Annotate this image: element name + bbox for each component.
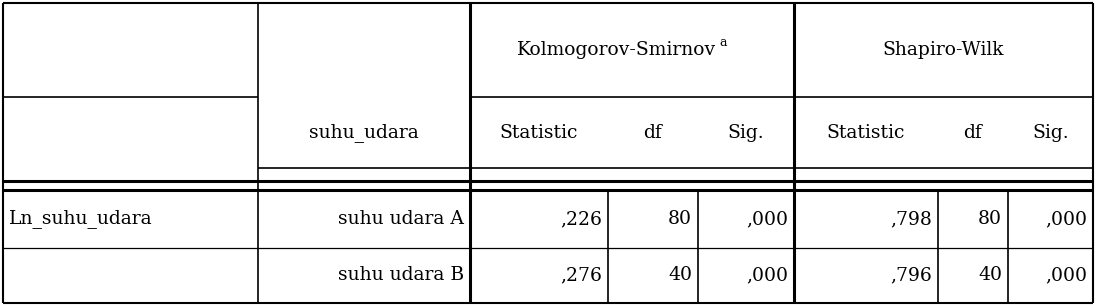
- Text: suhu udara B: suhu udara B: [338, 267, 464, 285]
- Text: Statistic: Statistic: [826, 124, 905, 141]
- Text: Sig.: Sig.: [728, 124, 764, 141]
- Text: 80: 80: [667, 210, 692, 228]
- Text: ,226: ,226: [560, 210, 602, 228]
- Text: ,000: ,000: [1044, 267, 1087, 285]
- Text: ,798: ,798: [890, 210, 932, 228]
- Text: 40: 40: [667, 267, 692, 285]
- Text: ,000: ,000: [1044, 210, 1087, 228]
- Text: ,276: ,276: [560, 267, 602, 285]
- Text: suhu udara A: suhu udara A: [339, 210, 464, 228]
- Text: Shapiro-Wilk: Shapiro-Wilk: [882, 41, 1004, 59]
- Text: 40: 40: [978, 267, 1002, 285]
- Text: df: df: [963, 124, 982, 141]
- Text: ,000: ,000: [746, 267, 788, 285]
- Text: a: a: [719, 36, 727, 50]
- Text: Kolmogorov-Smirnov: Kolmogorov-Smirnov: [517, 41, 717, 59]
- Text: suhu_udara: suhu_udara: [309, 123, 419, 142]
- Text: Statistic: Statistic: [500, 124, 579, 141]
- Text: 80: 80: [978, 210, 1002, 228]
- Text: Ln_suhu_udara: Ln_suhu_udara: [9, 210, 152, 229]
- Text: ,000: ,000: [746, 210, 788, 228]
- Text: ,796: ,796: [890, 267, 932, 285]
- Text: Sig.: Sig.: [1032, 124, 1069, 141]
- Text: df: df: [643, 124, 662, 141]
